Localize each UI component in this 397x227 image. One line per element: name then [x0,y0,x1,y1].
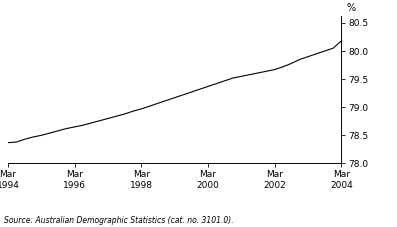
Text: Source: Australian Demographic Statistics (cat. no. 3101.0).: Source: Australian Demographic Statistic… [4,216,233,225]
Text: %: % [347,3,356,13]
